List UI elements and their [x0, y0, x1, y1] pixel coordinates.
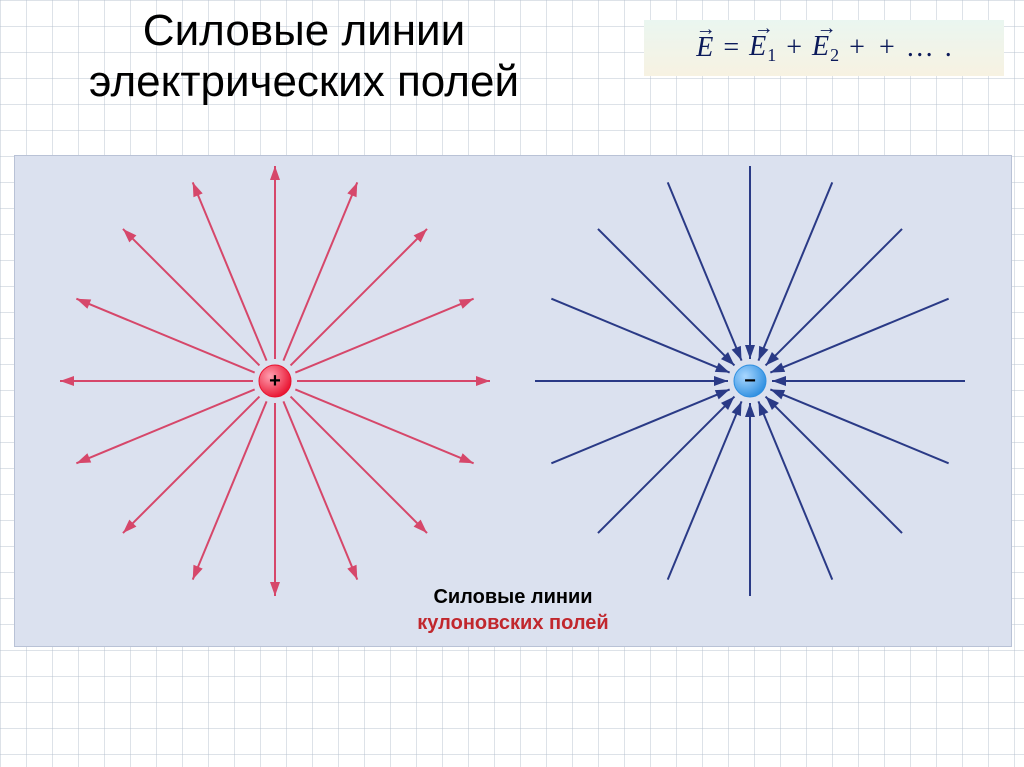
arrowhead-icon [60, 376, 74, 386]
arrowhead-icon [347, 565, 357, 580]
field-line [770, 299, 948, 373]
arrowhead-icon [193, 565, 203, 580]
plus-sign: + [841, 32, 873, 64]
formula-box: →E = →E1 + →E2 + + … . [644, 20, 1004, 76]
arrowhead-icon [770, 389, 785, 399]
arrowhead-icon [270, 166, 280, 180]
arrowhead-icon [715, 389, 730, 399]
field-line [766, 229, 902, 365]
field-line [193, 401, 267, 579]
arrowhead-icon [459, 453, 474, 463]
arrowhead-icon [193, 182, 203, 197]
charge-symbol: − [744, 370, 756, 392]
arrowhead-icon [758, 401, 768, 416]
field-line [668, 401, 742, 579]
field-line [770, 389, 948, 463]
arrowhead-icon [347, 182, 357, 197]
caption-line-1: Силовые линии [15, 584, 1011, 610]
vector-E2: →E2 [810, 31, 841, 66]
arrowhead-icon [758, 346, 768, 361]
field-line [76, 389, 254, 463]
vector-E1: →E1 [747, 31, 778, 66]
arrowhead-icon [772, 376, 786, 386]
vector-E: →E [694, 32, 715, 64]
caption-line-2: кулоновских полей [15, 610, 1011, 636]
superposition-formula: →E = →E1 + →E2 + + … . [644, 20, 1004, 76]
diagram-caption: Силовые линии кулоновских полей [15, 584, 1011, 636]
arrowhead-icon [714, 376, 728, 386]
charge-symbol: + [269, 370, 281, 392]
field-line [551, 389, 729, 463]
arrowhead-icon [476, 376, 490, 386]
diagram-panel: +− Силовые линии кулоновских полей [14, 155, 1012, 647]
field-line [295, 389, 473, 463]
field-line [598, 397, 734, 533]
field-line [193, 182, 267, 360]
positive-charge-group: + [60, 166, 490, 596]
arrowhead-icon [745, 345, 755, 359]
field-line [758, 401, 832, 579]
field-line [598, 229, 734, 365]
field-line [291, 229, 427, 365]
ellipsis: + … . [873, 32, 954, 64]
arrowhead-icon [76, 453, 91, 463]
equals-sign: = [715, 32, 747, 64]
arrowhead-icon [770, 363, 785, 373]
field-line [76, 299, 254, 373]
arrowhead-icon [715, 363, 730, 373]
field-line [551, 299, 729, 373]
arrowhead-icon [459, 299, 474, 309]
arrowhead-icon [732, 401, 742, 416]
field-line [758, 182, 832, 360]
field-line [283, 182, 357, 360]
field-line [123, 397, 259, 533]
field-line [766, 397, 902, 533]
page-title: Силовые линии электрических полей [24, 6, 584, 107]
plus-sign: + [778, 32, 810, 64]
arrowhead-icon [732, 346, 742, 361]
field-line [123, 229, 259, 365]
arrowhead-icon [745, 403, 755, 417]
field-line [668, 182, 742, 360]
arrowhead-icon [76, 299, 91, 309]
field-line [295, 299, 473, 373]
field-line [291, 397, 427, 533]
field-line [283, 401, 357, 579]
field-lines-svg: +− [15, 156, 1011, 646]
negative-charge-group: − [535, 166, 965, 596]
